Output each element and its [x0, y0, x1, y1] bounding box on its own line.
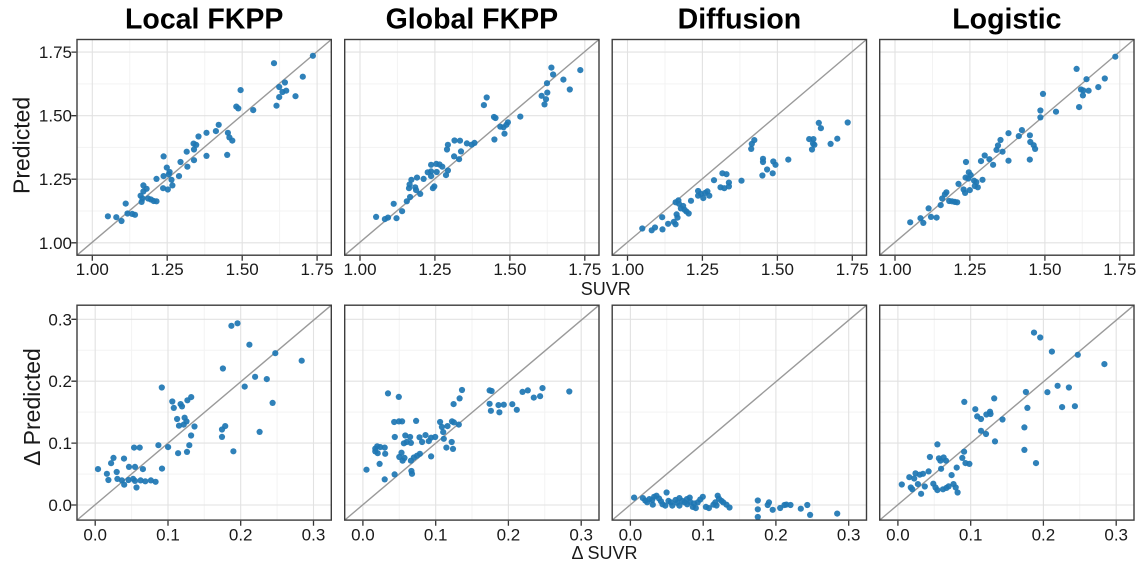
svg-text:1.75: 1.75	[39, 43, 72, 62]
svg-text:0.1: 0.1	[959, 526, 983, 545]
svg-text:0.2: 0.2	[229, 526, 253, 545]
svg-text:0.0: 0.0	[351, 526, 375, 545]
svg-text:Predicted: Predicted	[8, 97, 34, 194]
svg-text:Global FKPP: Global FKPP	[386, 4, 559, 36]
svg-text:1.25: 1.25	[418, 260, 451, 279]
svg-text:1.25: 1.25	[953, 260, 986, 279]
svg-text:0.3: 0.3	[1104, 526, 1128, 545]
svg-text:0.2: 0.2	[764, 526, 788, 545]
svg-text:1.00: 1.00	[343, 260, 376, 279]
svg-text:1.75: 1.75	[301, 260, 334, 279]
svg-text:0.1: 0.1	[156, 526, 180, 545]
svg-text:1.00: 1.00	[76, 260, 109, 279]
svg-text:1.75: 1.75	[836, 260, 869, 279]
svg-text:1.50: 1.50	[761, 260, 794, 279]
svg-text:SUVR: SUVR	[581, 279, 631, 299]
svg-text:0.0: 0.0	[83, 526, 107, 545]
svg-text:Δ SUVR: Δ SUVR	[571, 543, 637, 563]
svg-text:0.0: 0.0	[619, 526, 643, 545]
svg-text:0.3: 0.3	[48, 310, 72, 329]
svg-text:1.50: 1.50	[39, 107, 72, 126]
svg-text:0.3: 0.3	[569, 526, 593, 545]
svg-text:Local FKPP: Local FKPP	[125, 4, 283, 36]
svg-text:1.50: 1.50	[493, 260, 526, 279]
svg-text:1.00: 1.00	[611, 260, 644, 279]
svg-text:1.50: 1.50	[1028, 260, 1061, 279]
svg-text:0.3: 0.3	[837, 526, 861, 545]
svg-text:1.00: 1.00	[878, 260, 911, 279]
svg-text:0.1: 0.1	[424, 526, 448, 545]
svg-text:0.0: 0.0	[48, 496, 72, 515]
svg-text:1.25: 1.25	[686, 260, 719, 279]
svg-text:1.75: 1.75	[568, 260, 601, 279]
svg-text:Diffusion: Diffusion	[678, 4, 801, 36]
svg-text:0.1: 0.1	[691, 526, 715, 545]
svg-text:1.75: 1.75	[1103, 260, 1136, 279]
svg-text:1.00: 1.00	[39, 234, 72, 253]
svg-text:1.50: 1.50	[226, 260, 259, 279]
svg-text:Logistic: Logistic	[952, 4, 1061, 36]
svg-text:1.25: 1.25	[151, 260, 184, 279]
svg-text:Δ Predicted: Δ Predicted	[19, 348, 45, 466]
svg-text:0.2: 0.2	[1032, 526, 1056, 545]
svg-text:0.1: 0.1	[48, 434, 72, 453]
svg-text:0.2: 0.2	[497, 526, 521, 545]
svg-text:0.0: 0.0	[886, 526, 910, 545]
svg-text:0.3: 0.3	[302, 526, 326, 545]
svg-text:1.25: 1.25	[39, 170, 72, 189]
svg-text:0.2: 0.2	[48, 372, 72, 391]
